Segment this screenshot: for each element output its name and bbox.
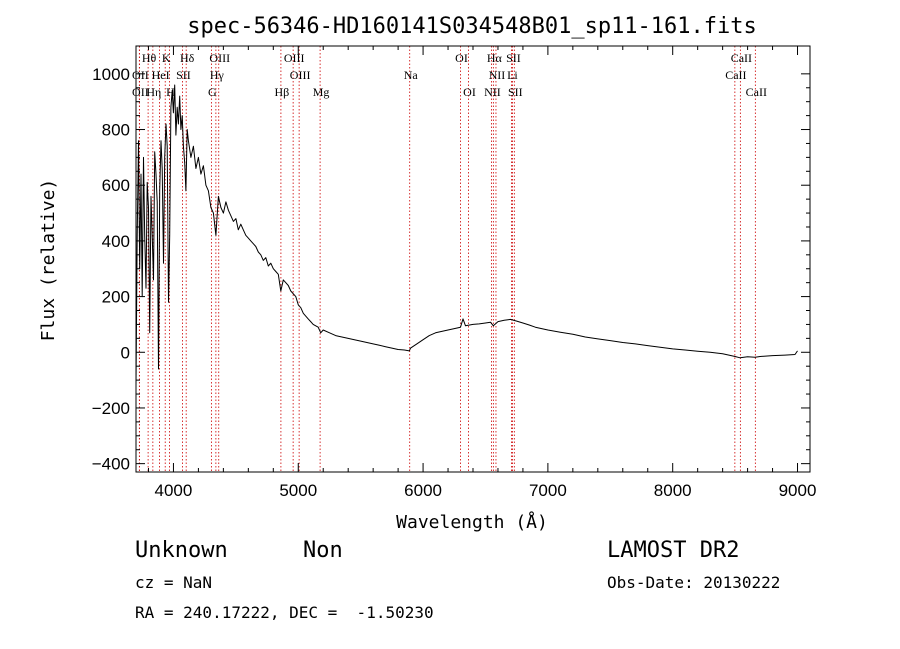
subclass-label: Non — [303, 538, 343, 563]
spectral-line-label: OIII — [284, 51, 305, 65]
spectral-line-label: NII — [484, 85, 501, 99]
spectral-line-label: Hβ — [275, 85, 290, 99]
spectral-line-label: G — [208, 85, 217, 99]
y-tick-label: 200 — [102, 288, 130, 307]
chart-title: spec-56346-HD160141S034548B01_sp11-161.f… — [187, 14, 757, 39]
x-tick-label: 7000 — [529, 481, 567, 500]
y-tick-label: 800 — [102, 121, 130, 140]
class-label: Unknown — [135, 538, 228, 563]
spectral-line-label: SII — [176, 68, 191, 82]
spectral-line-label: Hα — [487, 51, 503, 65]
y-axis-label: Flux (relative) — [38, 179, 59, 342]
y-tick-label: −400 — [92, 455, 130, 474]
spectral-line-label: HeI — [152, 68, 170, 82]
y-tick-label: −200 — [92, 399, 130, 418]
spectral-line-label: SII — [508, 85, 523, 99]
spectral-line-label: OI — [455, 51, 468, 65]
spectral-line-label: CaII — [731, 51, 752, 65]
spectral-line-label: Hγ — [210, 68, 225, 82]
spectral-line-label: OII — [132, 68, 149, 82]
survey-label: LAMOST DR2 — [607, 538, 740, 563]
y-tick-label: 400 — [102, 232, 130, 251]
spectral-line-label: CaII — [725, 68, 746, 82]
series-layer — [135, 84, 798, 386]
spectral-line-label: H — [166, 85, 175, 99]
plot-frame — [135, 45, 811, 473]
spectrum-series-line — [135, 84, 798, 386]
spectral-line-label: OI — [463, 85, 476, 99]
cz-label: cz = NaN — [135, 573, 213, 592]
spectral-line-label: K — [162, 51, 171, 65]
y-tick-label: 1000 — [92, 65, 130, 84]
spectral-line-label: OIII — [290, 68, 311, 82]
spectral-line-label: NII — [489, 68, 506, 82]
coords-label: RA = 240.17222, DEC = -1.50230 — [135, 603, 434, 622]
spectral-line-label: OII — [132, 85, 149, 99]
spectral-line-label: Li — [507, 68, 518, 82]
spectral-lines-layer — [138, 46, 756, 472]
x-tick-label: 9000 — [779, 481, 817, 500]
obs-date-label: Obs-Date: 20130222 — [607, 573, 781, 592]
x-tick-label: 8000 — [654, 481, 692, 500]
spectral-line-label: OIII — [209, 51, 230, 65]
spectral-line-label: Hη — [146, 85, 161, 99]
axes-layer: 4000 5000 6000 7000 8000 9000 −400 −200 0 200 400 6… — [92, 46, 817, 500]
spectral-line-label: SII — [506, 51, 521, 65]
x-axis-label: Wavelength (Å) — [396, 511, 548, 533]
y-tick-label: 600 — [102, 176, 130, 195]
x-tick-label: 5000 — [279, 481, 317, 500]
x-tick-label: 4000 — [155, 481, 193, 500]
spectral-line-label: Hδ — [180, 51, 195, 65]
x-tick-label: 6000 — [404, 481, 442, 500]
spectral-line-label: Na — [404, 68, 419, 82]
y-tick-label: 0 — [121, 343, 130, 362]
spectral-line-label: Mg — [313, 85, 330, 99]
spectral-line-label: CaII — [746, 85, 767, 99]
spectral-line-label: Hθ — [142, 51, 157, 65]
